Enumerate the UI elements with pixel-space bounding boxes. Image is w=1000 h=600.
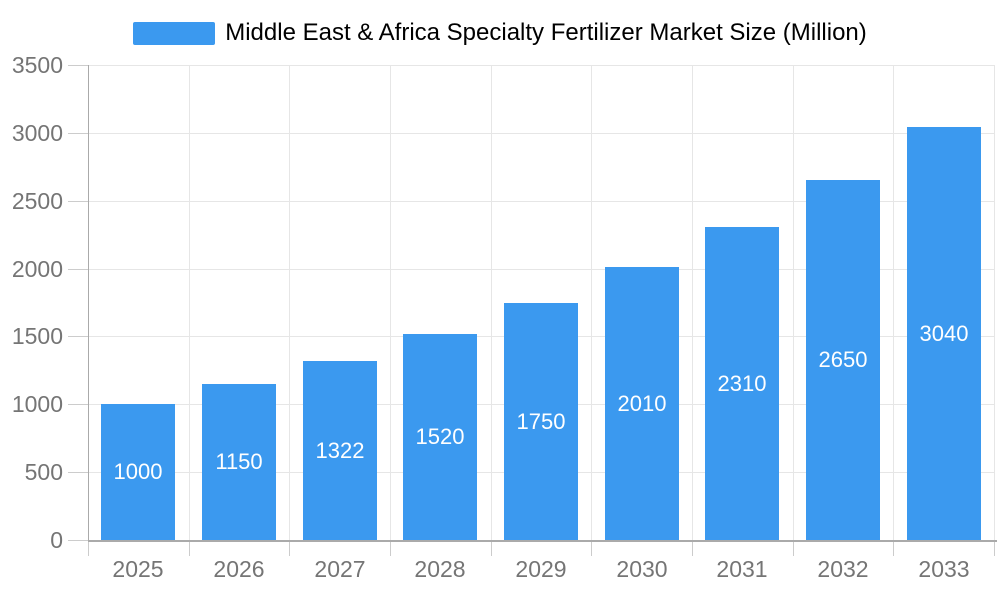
bar-value-label: 1000 [113, 459, 163, 484]
y-axis-tick-label: 2500 [11, 188, 63, 214]
bar [705, 227, 779, 540]
x-axis-tick-label: 2032 [817, 556, 869, 582]
v-gridline [189, 65, 190, 540]
legend-swatch[interactable] [133, 21, 216, 45]
y-axis-tick-label: 1500 [11, 323, 63, 349]
x-axis-tick [692, 540, 693, 556]
chart-title: Middle East & Africa Specialty Fertilize… [225, 19, 867, 46]
y-axis-tick [68, 404, 88, 405]
y-axis-tick [68, 133, 88, 134]
y-axis-tick [68, 336, 88, 337]
x-axis-tick [793, 540, 794, 556]
bar [504, 303, 578, 540]
bar [101, 404, 175, 540]
x-axis-tick-label: 2031 [716, 556, 768, 582]
x-axis-tick-label: 2033 [918, 556, 970, 582]
y-axis-tick-label: 3500 [11, 52, 63, 78]
bar-value-label: 1150 [215, 449, 263, 474]
x-axis-tick [189, 540, 190, 556]
v-gridline [793, 65, 794, 540]
bar [806, 180, 880, 540]
h-gridline [88, 65, 994, 66]
y-axis-tick [68, 269, 88, 270]
bar [403, 334, 477, 540]
v-gridline [289, 65, 290, 540]
bar [907, 127, 981, 540]
v-gridline [893, 65, 894, 540]
x-axis-tick [591, 540, 592, 556]
x-axis-line [88, 540, 997, 542]
bar [605, 267, 679, 540]
y-axis-tick-label: 500 [24, 459, 63, 485]
x-axis-tick-label: 2028 [414, 556, 466, 582]
x-axis-tick [893, 540, 894, 556]
bar-value-label: 1750 [516, 409, 566, 434]
x-axis-tick [390, 540, 391, 556]
y-axis-tick-label: 0 [50, 527, 63, 553]
bar-value-label: 2010 [617, 391, 667, 416]
bar-value-label: 3040 [919, 321, 969, 346]
h-gridline [88, 269, 994, 270]
v-gridline [491, 65, 492, 540]
x-axis-tick [491, 540, 492, 556]
bar [202, 384, 276, 540]
bar [303, 361, 377, 540]
x-axis-tick-label: 2026 [213, 556, 265, 582]
x-axis-tick-label: 2027 [314, 556, 366, 582]
h-gridline [88, 201, 994, 202]
x-axis-tick [289, 540, 290, 556]
x-axis-tick-label: 2025 [112, 556, 164, 582]
v-gridline [994, 65, 995, 540]
bar-value-label: 1322 [315, 438, 365, 463]
y-axis-tick [68, 540, 88, 541]
v-gridline [390, 65, 391, 540]
y-axis-tick-label: 1000 [11, 391, 63, 417]
v-gridline [591, 65, 592, 540]
h-gridline [88, 133, 994, 134]
y-axis-tick [68, 472, 88, 473]
y-axis-tick-label: 3000 [11, 120, 63, 146]
y-axis-line [88, 65, 89, 540]
bar-value-label: 1520 [415, 424, 465, 449]
y-axis-tick [68, 201, 88, 202]
y-axis-tick-label: 2000 [11, 256, 63, 282]
x-axis-tick [88, 540, 89, 556]
legend: Middle East & Africa Specialty Fertilize… [0, 18, 1000, 48]
v-gridline [692, 65, 693, 540]
x-axis-tick-label: 2030 [616, 556, 668, 582]
y-axis-tick [68, 65, 88, 66]
x-axis-tick [994, 540, 995, 556]
bar-value-label: 2650 [818, 347, 868, 372]
bar-value-label: 2310 [717, 371, 767, 396]
x-axis-tick-label: 2029 [515, 556, 567, 582]
